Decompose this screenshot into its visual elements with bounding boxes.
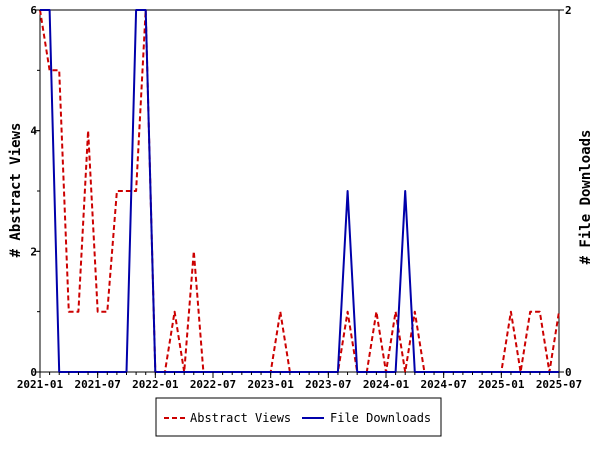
x-tick-label: 2024-01 [363,378,410,391]
y-left-tick-label: 6 [30,4,37,17]
legend: Abstract Views File Downloads [155,397,442,437]
x-tick-label: 2021-01 [17,378,64,391]
y-left-axis-title: # Abstract Views [8,123,24,258]
x-tick-label: 2021-07 [74,378,120,391]
x-tick-label: 2023-01 [247,378,294,391]
legend-label-file-downloads: File Downloads [330,411,431,425]
y-right-tick-label: 2 [565,4,572,17]
series-line-abstract-views [39,9,560,373]
y-right-tick-label: 0 [565,366,572,379]
x-tick-label: 2022-07 [190,378,236,391]
y-left-tick-label: 4 [30,125,37,138]
legend-label-abstract-views: Abstract Views [190,411,291,425]
y-left-tick-label: 2 [30,245,37,258]
x-tick-label: 2022-01 [132,378,179,391]
x-tick-label: 2025-01 [478,378,525,391]
y-left-tick-label: 0 [30,366,37,379]
x-tick-label: 2025-07 [536,378,582,391]
legend-box [155,397,442,437]
axes-layer: 2021-01 2021-07 2022-01 2022-07 2023-01 2023-… [17,4,582,391]
x-tick-label: 2023-07 [305,378,351,391]
y-right-axis-title: # File Downloads [578,130,594,265]
x-tick-label: 2024-07 [420,378,466,391]
